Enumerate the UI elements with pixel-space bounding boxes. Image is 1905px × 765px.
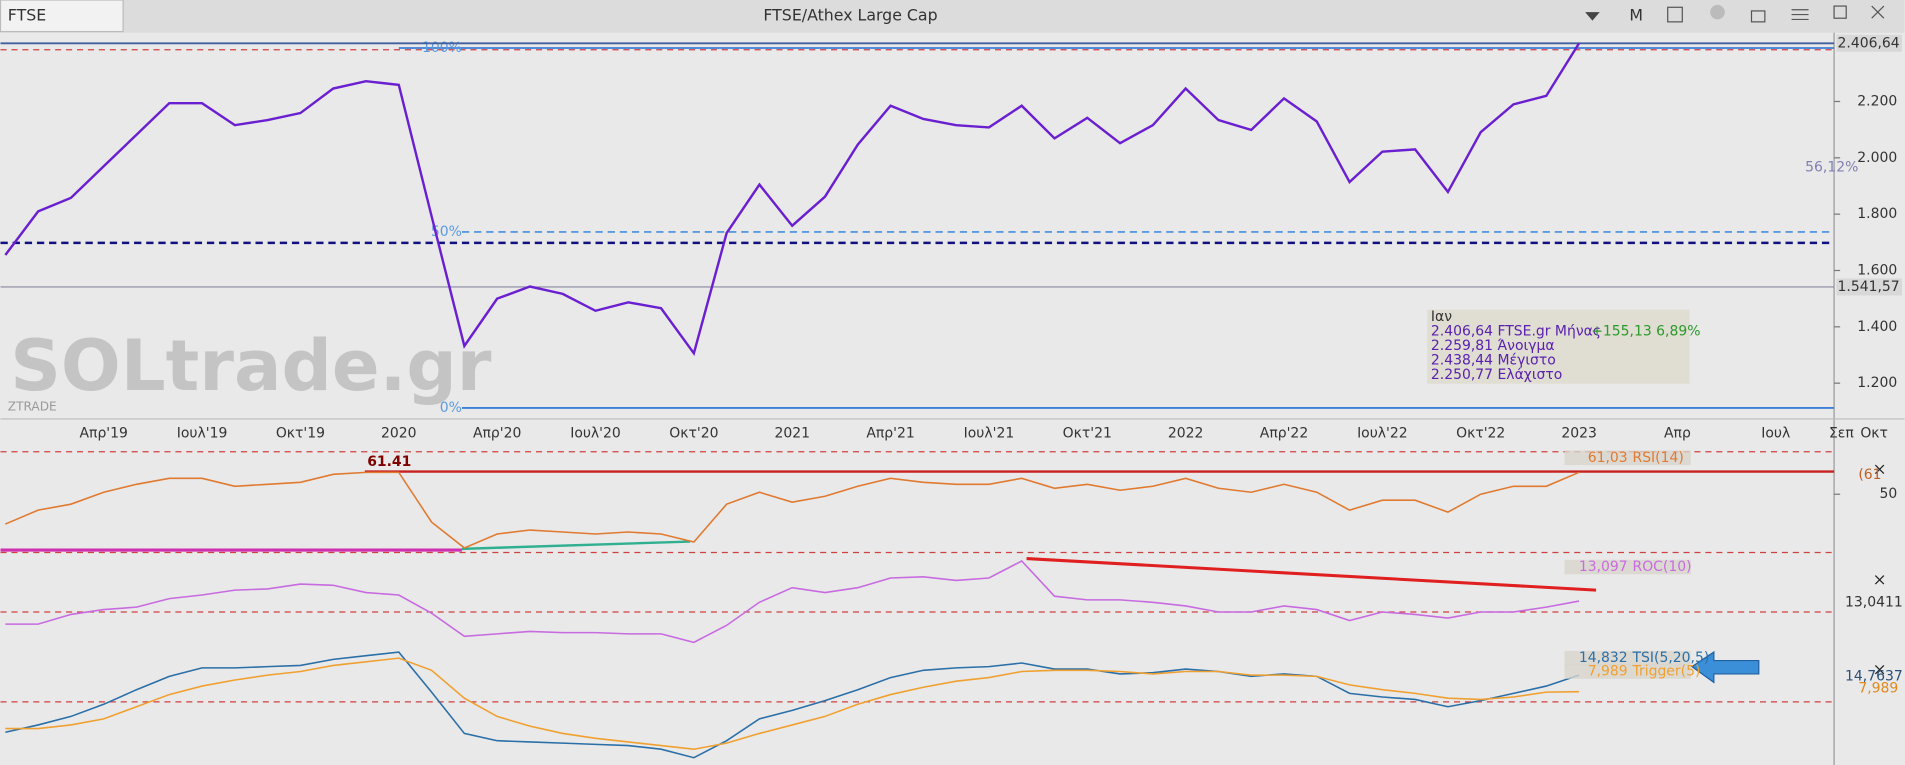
arrow-annotation bbox=[1690, 650, 1760, 684]
x-tick-label: Απρ'19 bbox=[80, 426, 128, 442]
x-tick-label: Ιουλ'22 bbox=[1357, 426, 1408, 442]
x-tick-label: Απρ bbox=[1664, 426, 1691, 442]
side-label: 14,7637 bbox=[1845, 668, 1903, 684]
retracement-label: 50% bbox=[431, 224, 462, 240]
legend-name: RSI(14) bbox=[1633, 450, 1684, 466]
info-line: 2.250,77 Ελάχιστο bbox=[1431, 367, 1562, 383]
y-tick-label: 1.200 bbox=[1857, 375, 1897, 391]
legend-bg bbox=[1564, 664, 1691, 679]
legend-name: ROC(10) bbox=[1633, 559, 1692, 575]
x-tick-label: Απρ'22 bbox=[1260, 426, 1308, 442]
x-tick-label: Οκτ'20 bbox=[669, 426, 718, 442]
legend-value: 13,097 bbox=[1579, 559, 1628, 575]
close-icon[interactable] bbox=[1871, 5, 1885, 19]
legend-bg bbox=[1564, 450, 1691, 466]
side-label: 7,989 bbox=[1858, 681, 1898, 697]
y-tick-label: 1.800 bbox=[1857, 206, 1897, 222]
legend-name: Trigger(5) bbox=[1632, 664, 1701, 680]
trend-line bbox=[461, 540, 691, 551]
trend-line bbox=[1026, 557, 1597, 592]
y-tick-label: 2.000 bbox=[1857, 150, 1897, 166]
x-tick-label: Οκτ'22 bbox=[1456, 426, 1505, 442]
series-line bbox=[5, 560, 1580, 644]
x-tick-label: Οκτ'19 bbox=[276, 426, 325, 442]
series-line bbox=[4, 42, 1581, 357]
price-label: 2.406,64 bbox=[1838, 35, 1900, 51]
x-tick-label: 2021 bbox=[774, 426, 810, 442]
info-change: +155,13 6,89% bbox=[1591, 324, 1700, 340]
layout-icon[interactable] bbox=[1667, 6, 1683, 23]
side-label: (61 bbox=[1858, 467, 1881, 483]
level-label: 61.41 bbox=[367, 454, 411, 470]
retracement-label: 100% bbox=[422, 40, 462, 56]
y-tick-label: 50 bbox=[1879, 486, 1897, 502]
x-tick-label: Ιουλ'21 bbox=[964, 426, 1015, 442]
x-tick-label: Οκτ'21 bbox=[1063, 426, 1112, 442]
x-tick-label: Απρ'21 bbox=[866, 426, 914, 442]
side-label: 56,12% bbox=[1805, 160, 1858, 176]
symbol-box[interactable] bbox=[0, 0, 124, 33]
menu-icon[interactable] bbox=[1791, 9, 1809, 21]
retracement-label: 0% bbox=[440, 400, 462, 416]
window-title: FTSE/Athex Large Cap bbox=[763, 5, 937, 24]
restore-icon[interactable] bbox=[1833, 5, 1847, 19]
info-line: 2.406,64 FTSE.gr Μήνας bbox=[1431, 324, 1601, 340]
chat-icon[interactable] bbox=[1710, 4, 1725, 20]
x-tick-label: Οκτ bbox=[1860, 426, 1888, 442]
legend-value: 7,989 bbox=[1588, 664, 1628, 680]
info-box bbox=[1427, 309, 1690, 384]
x-tick-label: 2020 bbox=[381, 426, 417, 442]
info-line: 2.438,44 Μέγιστο bbox=[1431, 353, 1556, 369]
y-tick-label: 1.600 bbox=[1857, 262, 1897, 278]
info-line: 2.259,81 Άνοιγμα bbox=[1431, 338, 1555, 354]
y-tick-label: 1.400 bbox=[1857, 319, 1897, 335]
x-tick-label: Σεπ bbox=[1829, 426, 1854, 442]
legend-value: 61,03 bbox=[1588, 450, 1628, 466]
side-label: 13,0411 bbox=[1845, 594, 1903, 610]
legend-name: TSI(5,20,5) bbox=[1632, 650, 1710, 666]
watermark-sub: ZTRADE bbox=[8, 399, 57, 413]
symbol: FTSE bbox=[8, 5, 46, 24]
series-line bbox=[5, 471, 1580, 549]
period-button[interactable]: M bbox=[1629, 5, 1643, 24]
price-label-bg bbox=[1836, 278, 1903, 296]
x-tick-label: Απρ'20 bbox=[473, 426, 521, 442]
title-bar bbox=[0, 0, 1905, 33]
dropdown-icon[interactable] bbox=[1585, 12, 1600, 21]
legend-bg bbox=[1564, 650, 1691, 666]
x-tick-label: Ιουλ'20 bbox=[570, 426, 621, 442]
watermark: SOLtrade.gr bbox=[10, 325, 492, 407]
legend-bg bbox=[1564, 559, 1691, 575]
y-tick-label: 2.200 bbox=[1857, 93, 1897, 109]
price-label-bg bbox=[1836, 34, 1903, 52]
close-panel-icons[interactable] bbox=[1874, 464, 1885, 675]
info-month: Ιαν bbox=[1431, 309, 1452, 325]
x-tick-label: 2022 bbox=[1168, 426, 1204, 442]
x-tick-label: Ιουλ bbox=[1761, 426, 1790, 442]
x-tick-label: 2023 bbox=[1561, 426, 1597, 442]
legend-value: 14,832 bbox=[1579, 650, 1628, 666]
lock-icon[interactable] bbox=[1750, 10, 1766, 23]
x-tick-label: Ιουλ'19 bbox=[177, 426, 228, 442]
series-line bbox=[5, 657, 1580, 751]
price-label: 1.541,57 bbox=[1838, 279, 1900, 295]
